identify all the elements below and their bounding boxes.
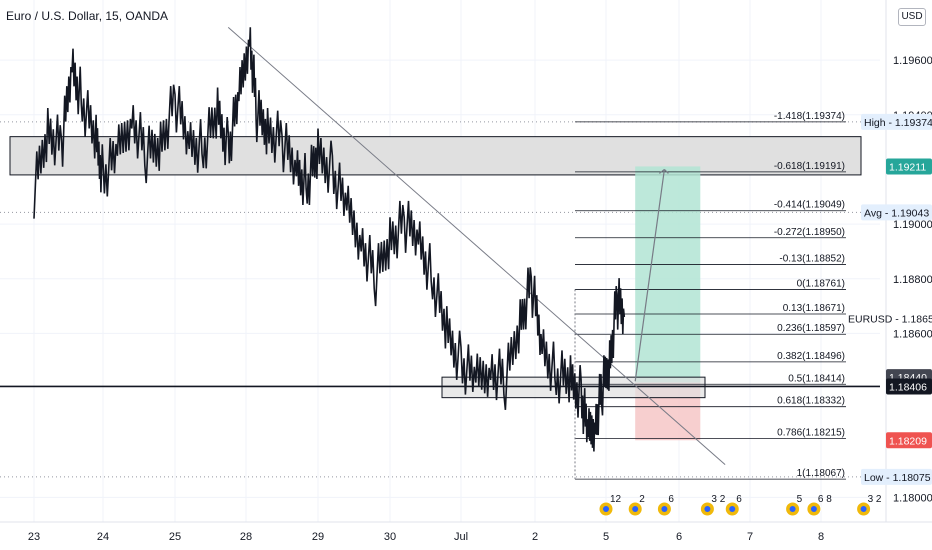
fib-level-label: -0.414(1.19049) — [774, 200, 845, 211]
event-marker-count: 12 — [610, 494, 622, 505]
event-marker-dot — [603, 506, 609, 512]
x-tick-label: 25 — [169, 531, 181, 543]
fib-level-label: 0.236(1.18597) — [777, 323, 845, 334]
price-tag-label: Avg - 1.19043 — [864, 207, 929, 219]
fib-level-label: -0.272(1.18950) — [774, 227, 845, 238]
y-tick-label: 1.18600 — [893, 328, 932, 340]
price-tag-label: 1.18406 — [889, 381, 927, 393]
x-tick-label: 24 — [97, 531, 109, 543]
fib-level-label: 0.786(1.18215) — [777, 428, 845, 439]
event-marker-count: 3 2 — [868, 494, 882, 505]
fib-level-label: 0.5(1.18414) — [788, 373, 845, 384]
event-marker-count: 6 — [668, 494, 674, 505]
currency-button[interactable]: USD — [898, 8, 926, 26]
x-tick-label: 30 — [384, 531, 396, 543]
trend-line — [227, 26, 726, 465]
event-marker-dot — [704, 506, 711, 512]
event-marker-count: 2 — [639, 494, 645, 505]
fib-level-label: -1.418(1.19374) — [774, 111, 845, 122]
price-tag — [861, 113, 932, 130]
y-tick-label: 1.19600 — [893, 55, 932, 67]
price-tag-label: High - 1.19374 — [864, 117, 932, 129]
event-marker-dot — [789, 506, 796, 512]
y-tick-label: 1.18000 — [893, 492, 932, 504]
price-tag-label: Low - 1.18075 — [864, 472, 931, 484]
price-tag-label: EURUSD - 1.18654 — [848, 314, 932, 326]
price-tag — [886, 378, 932, 395]
event-marker-count: 6 8 — [818, 494, 832, 505]
fib-level-label: 0.618(1.18332) — [777, 396, 845, 407]
price-tag-label: 1.19211 — [889, 161, 926, 173]
fib-level-label: 0.13(1.18671) — [783, 303, 845, 314]
x-tick-label: Jul — [454, 531, 468, 543]
event-marker-dot — [729, 506, 736, 512]
event-marker-count: 3 2 — [711, 494, 725, 505]
event-marker-dot — [632, 506, 639, 512]
price-tag-label: 1.18209 — [889, 435, 927, 447]
x-tick-label: 29 — [312, 531, 324, 543]
target-zone — [635, 166, 701, 383]
price-tag — [861, 468, 932, 485]
x-tick-label: 5 — [603, 531, 609, 543]
fib-level-label: 1(1.18067) — [797, 468, 845, 479]
x-tick-label: 28 — [240, 531, 252, 543]
event-marker-count: 5 — [797, 494, 803, 505]
fib-level-label: -0.13(1.18852) — [779, 254, 845, 265]
fib-level-label: 0.382(1.18496) — [777, 351, 845, 362]
y-tick-label: 1.18800 — [893, 274, 932, 286]
projection-arrow — [634, 169, 665, 382]
event-marker-dot — [860, 506, 867, 512]
price-tag — [886, 158, 932, 175]
event-marker-dot — [661, 506, 668, 512]
price-tag — [886, 432, 932, 449]
x-tick-label: 6 — [676, 531, 682, 543]
projection-arrowhead — [659, 168, 669, 174]
fib-level-label: 0(1.18761) — [797, 278, 845, 289]
event-marker-count: 6 — [736, 494, 742, 505]
x-tick-label: 23 — [28, 531, 40, 543]
chart-title: Euro / U.S. Dollar, 15, OANDA — [6, 9, 169, 23]
fib-level-label: -0.618(1.19191) — [774, 161, 845, 172]
x-tick-label: 8 — [818, 531, 824, 543]
price-series — [33, 27, 626, 452]
event-marker-dot — [810, 506, 817, 512]
y-tick-label: 1.19000 — [893, 219, 932, 231]
price-tag — [861, 204, 932, 221]
x-tick-label: 2 — [532, 531, 538, 543]
x-tick-label: 7 — [747, 531, 753, 543]
